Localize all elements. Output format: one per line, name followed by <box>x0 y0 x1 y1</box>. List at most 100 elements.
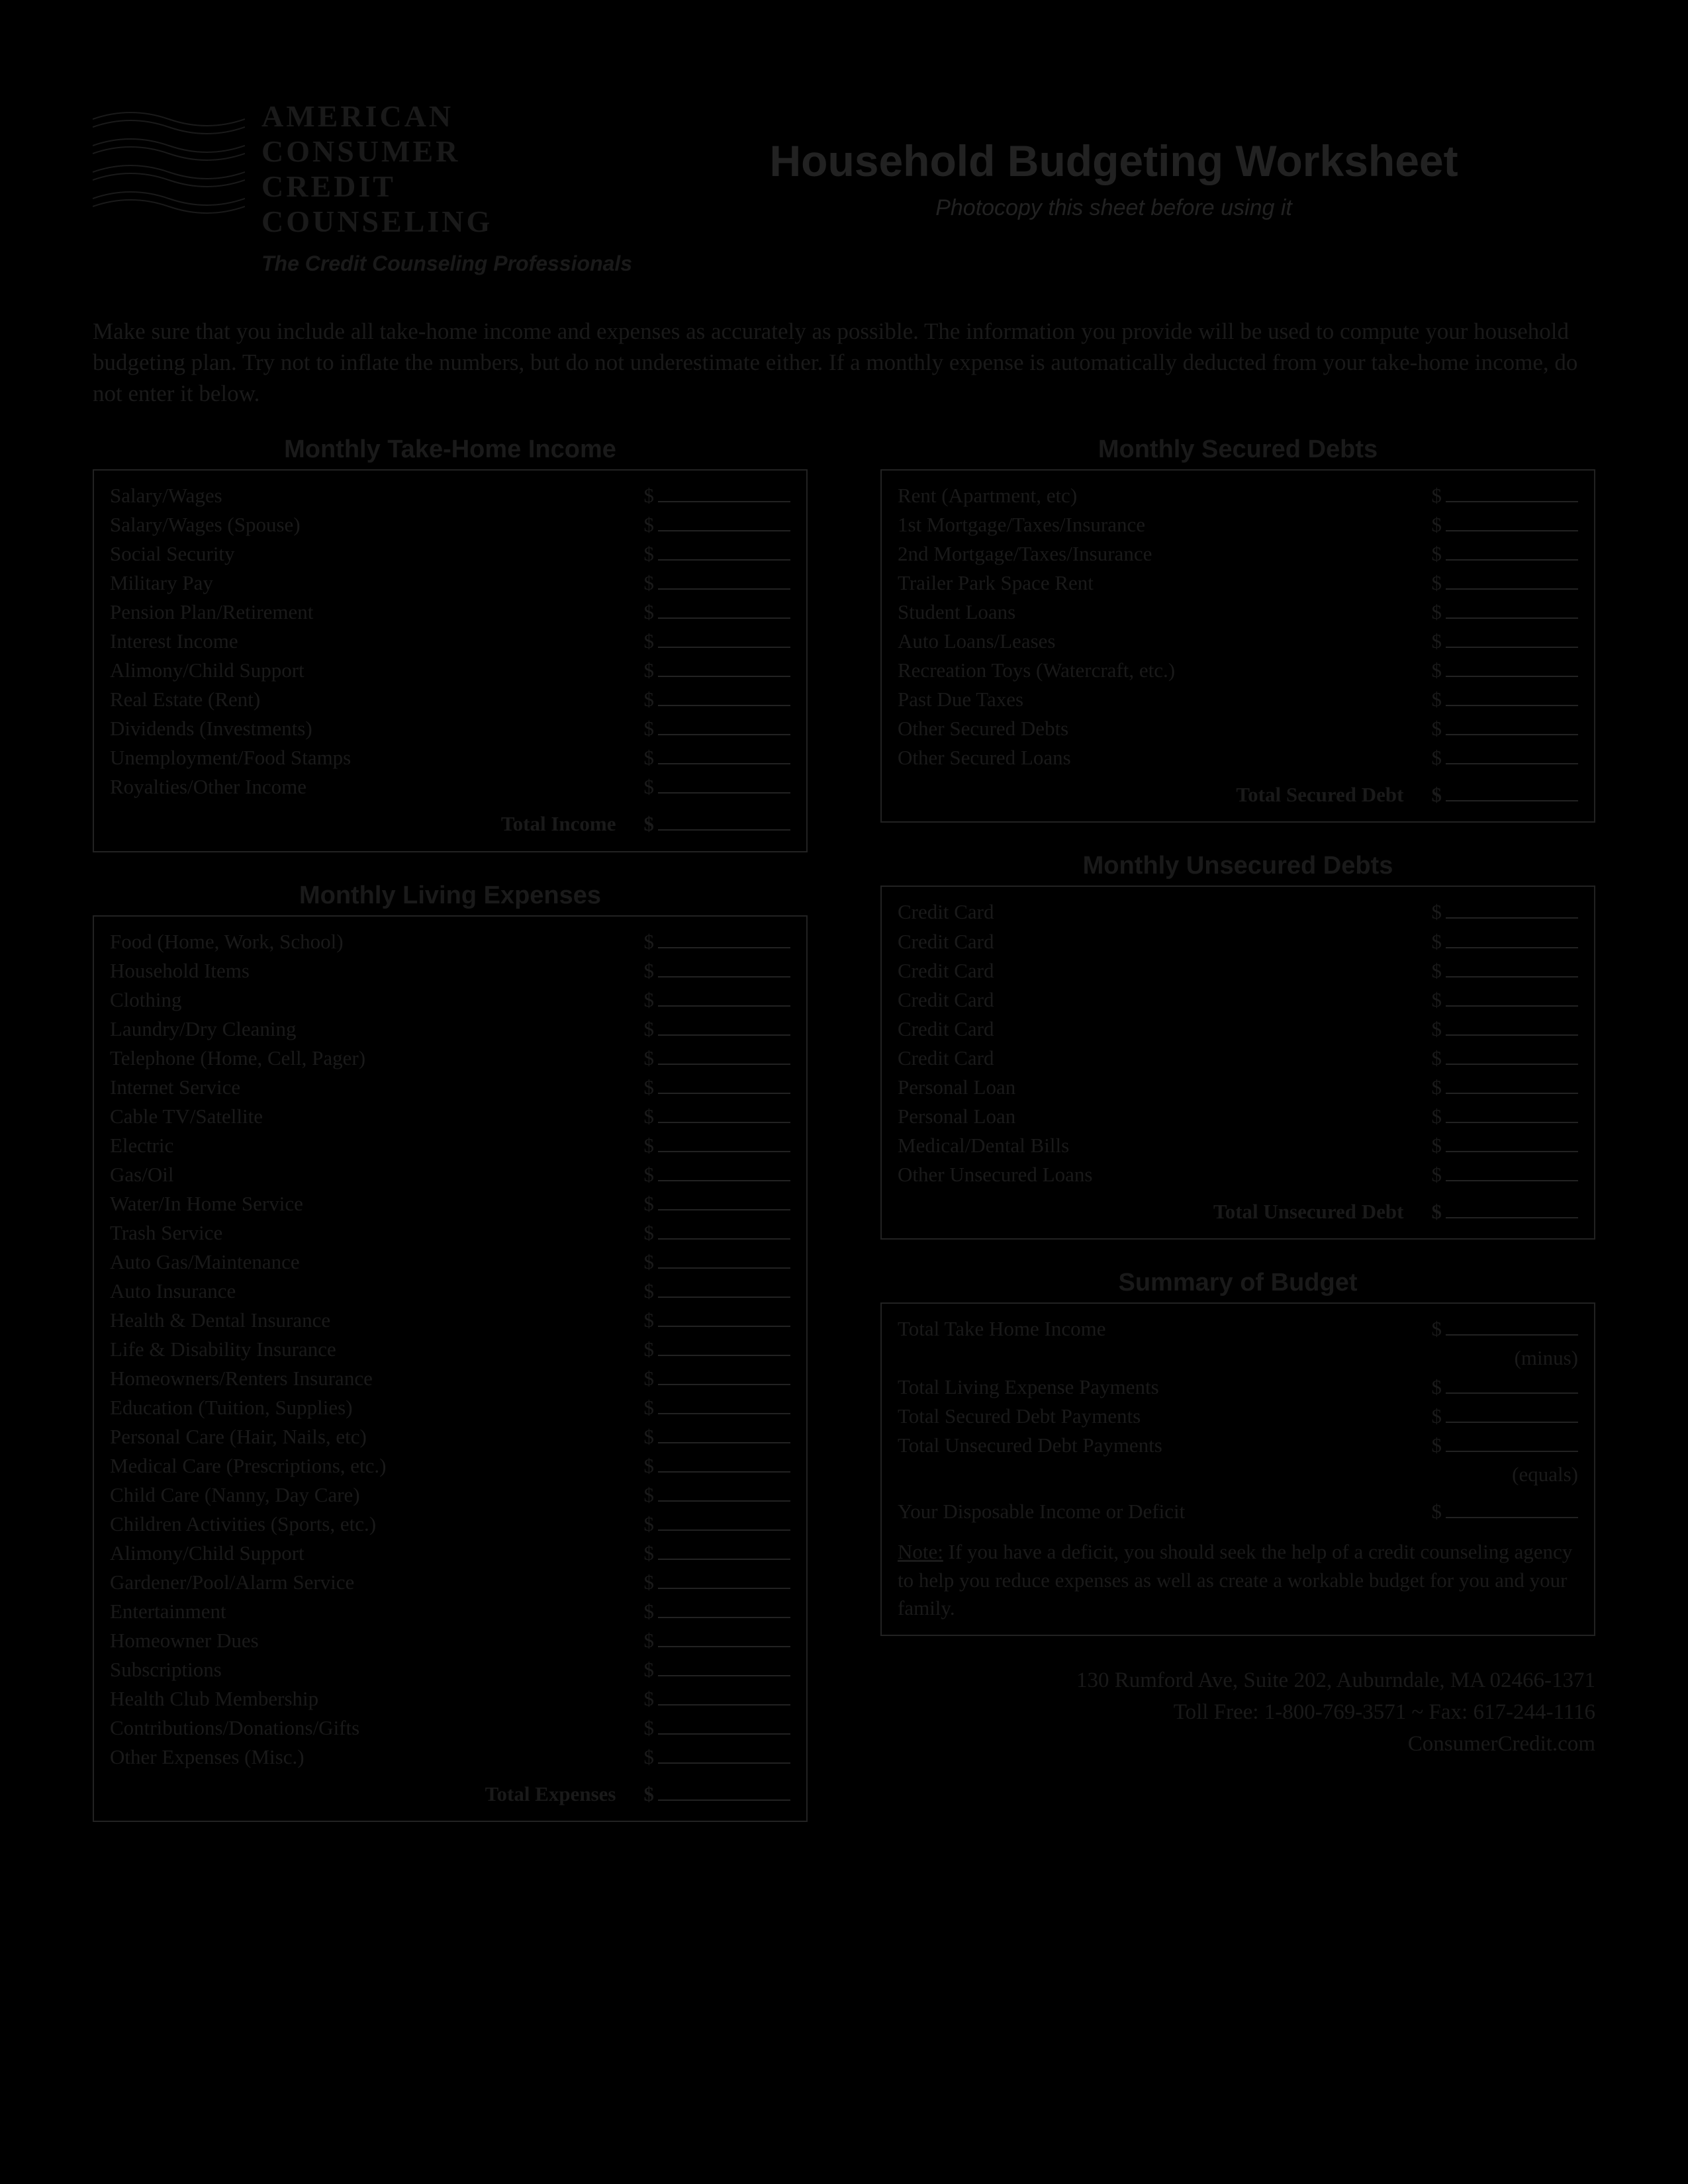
amount-blank[interactable] <box>658 717 790 736</box>
line-item-row: Credit Card$ <box>898 985 1578 1015</box>
line-item-label: Homeowner Dues <box>110 1626 644 1655</box>
amount-blank[interactable] <box>1446 717 1578 736</box>
amount-blank[interactable] <box>1446 1200 1578 1218</box>
dollar-sign: $ <box>1432 780 1442 809</box>
line-item-label: Salary/Wages <box>110 481 644 510</box>
amount-blank[interactable] <box>658 813 790 831</box>
amount-blank[interactable] <box>658 959 790 978</box>
amount-blank[interactable] <box>1446 988 1578 1007</box>
amount-blank[interactable] <box>1446 688 1578 707</box>
columns: Monthly Take-Home Income Salary/Wages$Sa… <box>93 435 1595 1851</box>
amount-blank[interactable] <box>658 1745 790 1764</box>
amount-blank[interactable] <box>658 747 790 765</box>
amount-blank[interactable] <box>1446 659 1578 678</box>
amount-blank[interactable] <box>1446 513 1578 531</box>
living-title: Monthly Living Expenses <box>93 882 808 910</box>
amount-blank[interactable] <box>1446 1017 1578 1036</box>
amount-blank[interactable] <box>1446 1163 1578 1181</box>
amount-blank[interactable] <box>1446 959 1578 978</box>
org-line-1: American <box>261 99 632 134</box>
amount-blank[interactable] <box>658 571 790 590</box>
amount-blank[interactable] <box>658 988 790 1007</box>
amount-blank[interactable] <box>658 930 790 948</box>
amount-blank[interactable] <box>658 1425 790 1443</box>
amount-blank[interactable] <box>658 1250 790 1269</box>
line-item-label: Real Estate (Rent) <box>110 685 644 714</box>
amount-blank[interactable] <box>658 1338 790 1356</box>
amount-blank[interactable] <box>658 1782 790 1801</box>
amount-blank[interactable] <box>1446 1404 1578 1423</box>
amount-blank[interactable] <box>1446 901 1578 919</box>
line-item-label: Other Expenses (Misc.) <box>110 1743 644 1772</box>
amount-blank[interactable] <box>1446 1500 1578 1518</box>
line-item-row: Credit Card$ <box>898 956 1578 985</box>
amount-blank[interactable] <box>658 1046 790 1065</box>
amount-blank[interactable] <box>658 1221 790 1240</box>
amount-blank[interactable] <box>658 1541 790 1560</box>
amount-blank[interactable] <box>658 1483 790 1502</box>
dollar-sign: $ <box>644 569 655 598</box>
line-item-row: 2nd Mortgage/Taxes/Insurance$ <box>898 539 1578 569</box>
amount-blank[interactable] <box>658 1308 790 1327</box>
amount-blank[interactable] <box>658 1454 790 1473</box>
amount-blank[interactable] <box>1446 930 1578 948</box>
line-item-row: Subscriptions$ <box>110 1655 790 1684</box>
dollar-sign: $ <box>1432 1102 1442 1131</box>
amount-blank[interactable] <box>658 1687 790 1706</box>
amount-blank[interactable] <box>658 659 790 678</box>
amount-blank[interactable] <box>658 1629 790 1647</box>
line-item-row: Recreation Toys (Watercraft, etc.)$ <box>898 656 1578 685</box>
line-item-label: Alimony/Child Support <box>110 1539 644 1568</box>
amount-blank[interactable] <box>1446 1317 1578 1336</box>
amount-blank[interactable] <box>658 1017 790 1036</box>
amount-blank[interactable] <box>1446 1075 1578 1094</box>
logo-block: American Consumer Credit Counseling The … <box>93 99 632 276</box>
amount-blank[interactable] <box>658 1105 790 1123</box>
summary-label: Total Unsecured Debt Payments <box>898 1431 1432 1460</box>
line-item-label: Personal Care (Hair, Nails, etc) <box>110 1422 644 1451</box>
amount-blank[interactable] <box>658 1075 790 1094</box>
amount-blank[interactable] <box>1446 484 1578 502</box>
amount-blank[interactable] <box>658 1658 790 1676</box>
amount-blank[interactable] <box>658 630 790 649</box>
amount-blank[interactable] <box>1446 542 1578 561</box>
dollar-sign: $ <box>644 1510 655 1539</box>
line-item-row: Credit Card$ <box>898 927 1578 956</box>
amount-blank[interactable] <box>658 1716 790 1735</box>
amount-blank[interactable] <box>1446 747 1578 765</box>
amount-blank[interactable] <box>658 1570 790 1589</box>
dollar-sign: $ <box>644 627 655 656</box>
amount-blank[interactable] <box>658 484 790 502</box>
line-item-label: 1st Mortgage/Taxes/Insurance <box>898 510 1432 539</box>
line-item-row: Gas/Oil$ <box>110 1160 790 1189</box>
amount-blank[interactable] <box>658 1192 790 1210</box>
amount-blank[interactable] <box>658 1279 790 1298</box>
amount-blank[interactable] <box>658 688 790 707</box>
amount-blank[interactable] <box>658 776 790 794</box>
amount-blank[interactable] <box>658 1367 790 1385</box>
amount-blank[interactable] <box>1446 630 1578 649</box>
amount-blank[interactable] <box>1446 1375 1578 1394</box>
amount-blank[interactable] <box>658 600 790 619</box>
amount-blank[interactable] <box>1446 1105 1578 1123</box>
amount-blank[interactable] <box>658 1512 790 1531</box>
line-item-row: Royalties/Other Income$ <box>110 772 790 801</box>
amount-blank[interactable] <box>658 1134 790 1152</box>
amount-blank[interactable] <box>658 1163 790 1181</box>
amount-blank[interactable] <box>658 542 790 561</box>
amount-blank[interactable] <box>1446 600 1578 619</box>
amount-blank[interactable] <box>1446 1433 1578 1452</box>
amount-blank[interactable] <box>658 513 790 531</box>
amount-blank[interactable] <box>1446 571 1578 590</box>
line-item-label: Credit Card <box>898 1015 1432 1044</box>
amount-blank[interactable] <box>658 1600 790 1618</box>
income-box: Salary/Wages$Salary/Wages (Spouse)$Socia… <box>93 469 808 852</box>
amount-blank[interactable] <box>1446 1046 1578 1065</box>
summary-row: Total Take Home Income $ <box>898 1314 1578 1343</box>
dollar-sign: $ <box>1432 1044 1442 1073</box>
amount-blank[interactable] <box>1446 1134 1578 1152</box>
dollar-sign: $ <box>644 1160 655 1189</box>
amount-blank[interactable] <box>1446 784 1578 802</box>
page-subtitle: Photocopy this sheet before using it <box>632 195 1595 221</box>
amount-blank[interactable] <box>658 1396 790 1414</box>
